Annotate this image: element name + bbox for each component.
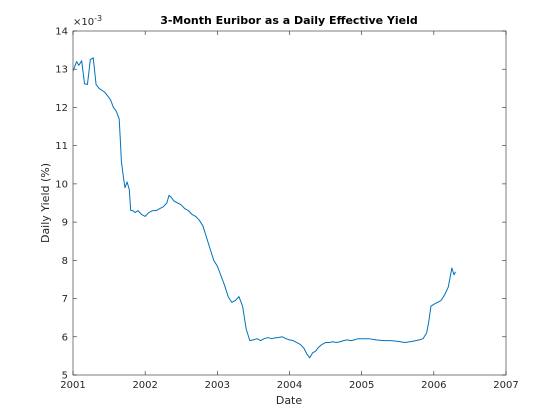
y-tick-label: 14	[55, 27, 68, 38]
y-tick-label: 11	[55, 141, 68, 152]
x-axis-label: Date	[276, 394, 303, 407]
y-tick-label: 12	[55, 103, 68, 114]
x-tick-label: 2003	[205, 380, 230, 391]
y-exponent-label: ×10-3	[73, 14, 102, 28]
x-tick-label: 2005	[349, 380, 374, 391]
y-tick-label: 13	[55, 65, 68, 76]
y-axis-label: Daily Yield (%)	[39, 163, 52, 243]
x-tick-label: 2006	[421, 380, 446, 391]
axis-ticks: 2001 2002 2003 2004 2005 2006 2007 5 6 7 8 9 10 11 12 1…	[55, 27, 518, 392]
x-tick-label: 2004	[277, 380, 302, 391]
chart-title: 3-Month Euribor as a Daily Effective Yie…	[160, 14, 418, 27]
series-line	[72, 57, 456, 359]
x-tick-label: 2007	[493, 380, 518, 391]
y-tick-label: 10	[55, 179, 68, 190]
y-tick-label: 9	[62, 218, 68, 229]
y-tick-label: 5	[62, 371, 68, 382]
y-tick-label: 6	[62, 332, 68, 343]
y-tick-label: 8	[62, 256, 68, 267]
y-tick-label: 7	[62, 294, 68, 305]
x-tick-label: 2002	[132, 380, 157, 391]
x-tick-label: 2001	[60, 380, 85, 391]
plot-area	[72, 30, 507, 376]
